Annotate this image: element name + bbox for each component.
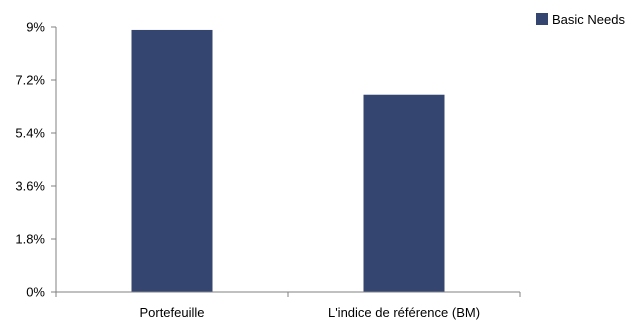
y-axis-ticks: 0% 1.8% 3.6% 5.4% 7.2% 9% bbox=[15, 20, 56, 300]
y-tick-label: 9% bbox=[26, 20, 45, 35]
legend-swatch-basic-needs bbox=[536, 13, 548, 25]
x-category-label: L'indice de référence (BM) bbox=[328, 305, 480, 320]
y-tick-label: 0% bbox=[26, 285, 45, 300]
bar-portefeuille bbox=[131, 29, 213, 292]
legend: Basic Needs bbox=[536, 12, 625, 27]
y-tick-label: 1.8% bbox=[15, 232, 45, 247]
bars bbox=[131, 29, 445, 292]
legend-label-basic-needs: Basic Needs bbox=[552, 12, 625, 27]
y-tick-label: 5.4% bbox=[15, 126, 45, 141]
y-tick-label: 7.2% bbox=[15, 73, 45, 88]
x-category-label: Portefeuille bbox=[139, 305, 204, 320]
y-tick-label: 3.6% bbox=[15, 179, 45, 194]
bar-indice-de-reference bbox=[363, 94, 445, 292]
x-axis-ticks: Portefeuille L'indice de référence (BM) bbox=[55, 292, 521, 320]
